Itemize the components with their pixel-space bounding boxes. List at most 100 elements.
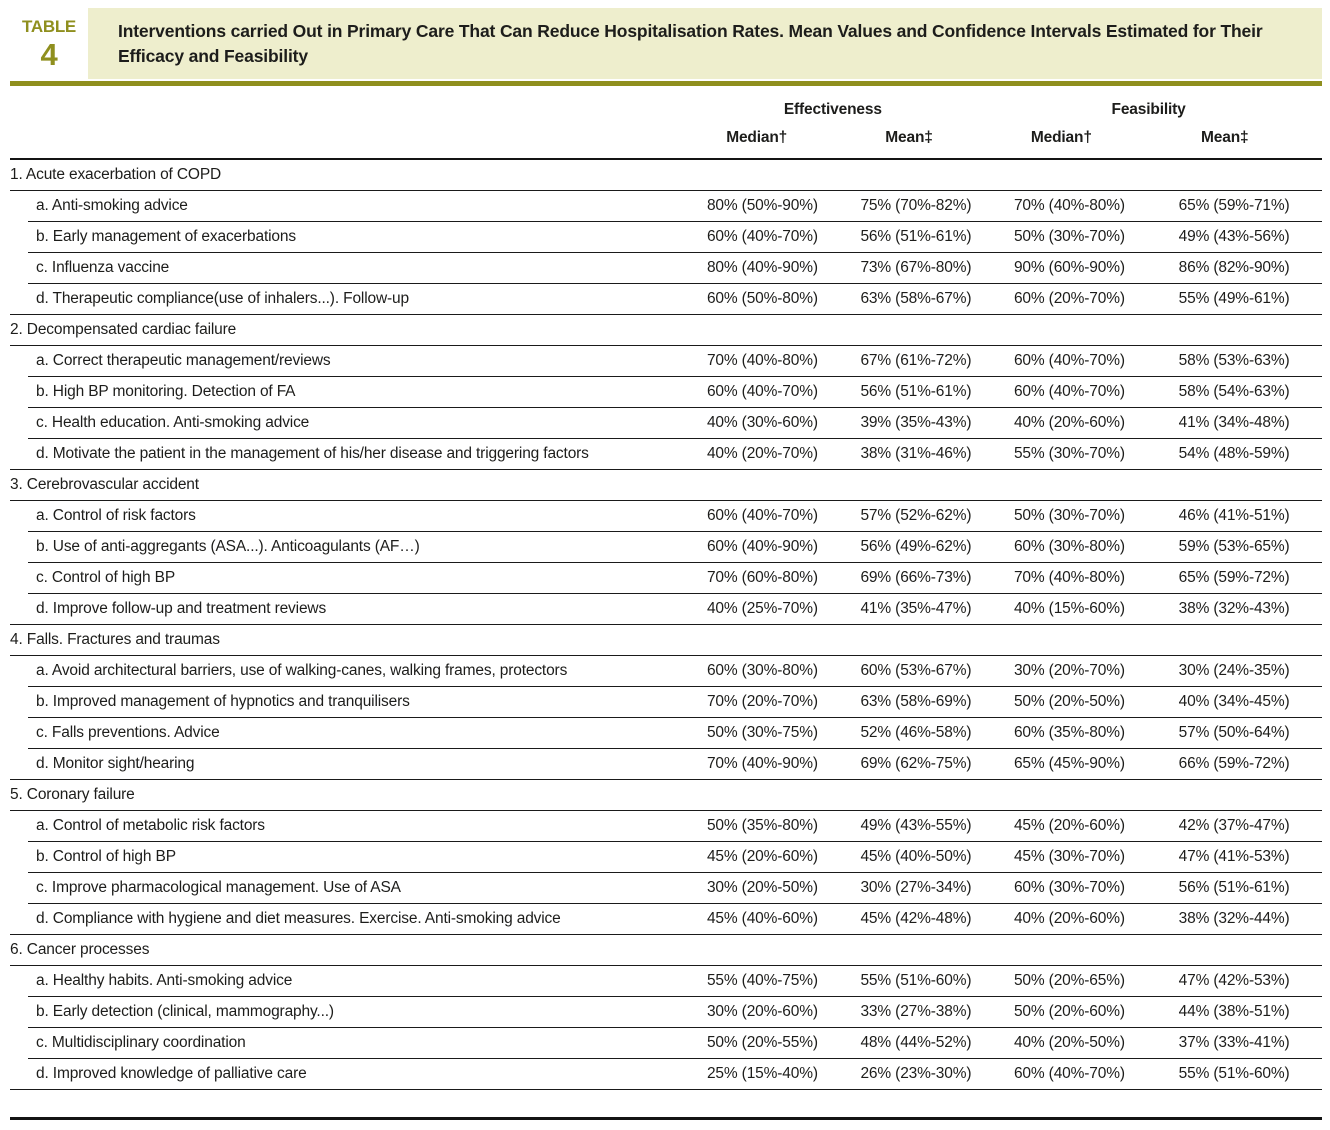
header-divider-rule [10, 157, 1322, 160]
cell-value: 56% (51%-61%) [1178, 879, 1290, 897]
cell-value: 56% (51%-61%) [860, 383, 972, 401]
row-label: c. Falls preventions. Advice [36, 724, 220, 742]
cell-value: 30% (20%-70%) [1013, 662, 1125, 680]
cell-value: 60% (40%-70%) [706, 228, 818, 246]
cell-value: 52% (46%-58%) [860, 724, 972, 742]
section-header-row: 3. Cerebrovascular accident [10, 470, 1322, 501]
table-row: b. Improved management of hypnotics and … [10, 687, 1322, 718]
table-row: a. Anti-smoking advice 80% (50%-90%) 75% (… [10, 191, 1322, 222]
row-label: c. Health education. Anti-smoking advice [36, 414, 310, 432]
section-label: 1. Acute exacerbation of COPD [10, 166, 222, 184]
cell-value: 42% (37%-47%) [1178, 817, 1290, 835]
cell-value: 60% (40%-70%) [1013, 352, 1125, 370]
cell-value: 70% (40%-80%) [1013, 569, 1125, 587]
cell-value: 45% (20%-60%) [706, 848, 818, 866]
row-label: a. Anti-smoking advice [36, 197, 188, 215]
cell-value: 33% (27%-38%) [860, 1003, 972, 1021]
table-title: Interventions carried Out in Primary Car… [118, 21, 1263, 66]
cell-value: 55% (40%-75%) [706, 972, 818, 990]
row-label: b. High BP monitoring. Detection of FA [36, 383, 296, 401]
cell-value: 69% (62%-75%) [860, 755, 972, 773]
table-row: b. Early detection (clinical, mammograph… [10, 997, 1322, 1028]
cell-value: 63% (58%-69%) [860, 693, 972, 711]
cell-value: 49% (43%-56%) [1178, 228, 1290, 246]
cell-value: 65% (59%-72%) [1178, 569, 1290, 587]
cell-value: 50% (30%-75%) [706, 724, 818, 742]
title-box: Interventions carried Out in Primary Car… [88, 8, 1322, 79]
cell-value: 60% (40%-90%) [706, 538, 818, 556]
cell-value: 55% (51%-60%) [1178, 1065, 1290, 1083]
row-label: b. Early management of exacerbations [36, 228, 296, 246]
section-label: 6. Cancer processes [10, 941, 150, 959]
cell-value: 30% (27%-34%) [860, 879, 972, 897]
cell-value: 57% (52%-62%) [860, 507, 972, 525]
cell-value: 70% (40%-80%) [706, 352, 818, 370]
cell-value: 65% (45%-90%) [1013, 755, 1125, 773]
table-row: a. Healthy habits. Anti-smoking advice 55… [10, 966, 1322, 997]
cell-value: 90% (60%-90%) [1013, 259, 1125, 277]
cell-value: 80% (40%-90%) [706, 259, 818, 277]
column-group-feasibility: Feasibility [1111, 100, 1186, 118]
cell-value: 45% (42%-48%) [860, 910, 972, 928]
cell-value: 60% (35%-80%) [1013, 724, 1125, 742]
cell-value: 50% (30%-70%) [1013, 228, 1125, 246]
table-row: d. Improve follow-up and treatment revie… [10, 594, 1322, 625]
cell-value: 44% (38%-51%) [1178, 1003, 1290, 1021]
cell-value: 58% (53%-63%) [1178, 352, 1290, 370]
cell-value: 38% (32%-43%) [1178, 600, 1290, 618]
table-row: c. Health education. Anti-smoking advice… [10, 408, 1322, 439]
row-label: b. Early detection (clinical, mammograph… [36, 1003, 334, 1021]
cell-value: 60% (30%-80%) [706, 662, 818, 680]
cell-value: 39% (35%-43%) [860, 414, 972, 432]
cell-value: 56% (51%-61%) [860, 228, 972, 246]
cell-value: 25% (15%-40%) [706, 1065, 818, 1083]
table-row: c. Multidisciplinary coordination 50% (20… [10, 1028, 1322, 1059]
cell-value: 50% (20%-60%) [1013, 1003, 1125, 1021]
cell-value: 60% (20%-70%) [1013, 290, 1125, 308]
cell-value: 50% (20%-50%) [1013, 693, 1125, 711]
title-divider-rule [10, 80, 1322, 86]
cell-value: 40% (25%-70%) [706, 600, 818, 618]
column-feasibility-mean: Mean‡ [1201, 128, 1249, 146]
cell-value: 30% (20%-50%) [706, 879, 818, 897]
table-row: c. Control of high BP 70% (60%-80%) 69% (6… [10, 563, 1322, 594]
table-row: b. Control of high BP 45% (20%-60%) 45% (4… [10, 842, 1322, 873]
cell-value: 56% (49%-62%) [860, 538, 972, 556]
table-row: a. Control of risk factors 60% (40%-70%) 5… [10, 501, 1322, 532]
table-row: d. Compliance with hygiene and diet meas… [10, 904, 1322, 935]
table-header: TABLE 4 Interventions carried Out in Pri… [0, 0, 1330, 79]
cell-value: 45% (30%-70%) [1013, 848, 1125, 866]
table-row: c. Falls preventions. Advice 50% (30%-75%… [10, 718, 1322, 749]
cell-value: 40% (20%-60%) [1013, 414, 1125, 432]
row-label: c. Improve pharmacological management. U… [36, 879, 401, 897]
table-row: a. Correct therapeutic management/review… [10, 346, 1322, 377]
column-group-row: Effectiveness Feasibility [10, 86, 1312, 122]
cell-value: 70% (40%-90%) [706, 755, 818, 773]
cell-value: 58% (54%-63%) [1178, 383, 1290, 401]
cell-value: 50% (20%-55%) [706, 1034, 818, 1052]
cell-value: 55% (51%-60%) [860, 972, 972, 990]
cell-value: 54% (48%-59%) [1178, 445, 1290, 463]
column-feasibility-median: Median† [1030, 128, 1092, 146]
cell-value: 38% (32%-44%) [1178, 910, 1290, 928]
cell-value: 60% (40%-70%) [1013, 1065, 1125, 1083]
cell-value: 30% (24%-35%) [1178, 662, 1290, 680]
table-body: 1. Acute exacerbation of COPD a. Anti-smo… [10, 160, 1322, 1090]
cell-value: 55% (49%-61%) [1178, 290, 1290, 308]
cell-value: 80% (50%-90%) [706, 197, 818, 215]
row-label: d. Improve follow-up and treatment revie… [36, 600, 327, 618]
row-label: d. Monitor sight/hearing [36, 755, 195, 773]
cell-value: 50% (30%-70%) [1013, 507, 1125, 525]
row-label: b. Use of anti-aggregants (ASA...). Anti… [36, 538, 420, 556]
table-row: d. Therapeutic compliance(use of inhaler… [10, 284, 1322, 315]
table-word: TABLE [22, 16, 76, 36]
cell-value: 48% (44%-52%) [860, 1034, 972, 1052]
cell-value: 69% (66%-73%) [860, 569, 972, 587]
column-headers: Effectiveness Feasibility Median† Mean‡ … [10, 86, 1312, 154]
cell-value: 50% (20%-65%) [1013, 972, 1125, 990]
cell-value: 47% (41%-53%) [1178, 848, 1290, 866]
cell-value: 57% (50%-64%) [1178, 724, 1290, 742]
row-label: a. Control of risk factors [36, 507, 196, 525]
row-label: c. Influenza vaccine [36, 259, 170, 277]
